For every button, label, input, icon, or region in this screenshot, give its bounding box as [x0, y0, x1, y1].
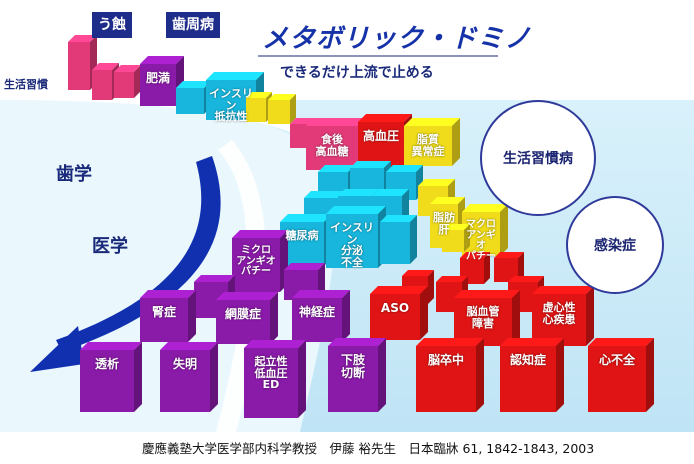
- medicine-arrow-head: [30, 326, 84, 372]
- stream-upper: [0, 82, 290, 132]
- block-amputation: [328, 338, 386, 412]
- credit-line: 慶應義塾大学医学部内科学教授 伊藤 裕先生 日本臨牀 61, 1842-1843…: [142, 441, 595, 456]
- domino-block: [114, 65, 141, 98]
- label-fatty-liver: 脂肪 肝: [433, 211, 455, 236]
- block-aso: [370, 286, 428, 340]
- diagram-title: メタボリック・ドミノ: [262, 24, 532, 54]
- label-nephropathy: 腎症: [151, 305, 176, 319]
- label-retinopathy: 網膜症: [224, 307, 261, 321]
- domino-block: [380, 215, 417, 264]
- block-neuropathy: [292, 290, 350, 342]
- diagram-subtitle: できるだけ上流で止める: [280, 65, 434, 81]
- label-dementia: 認知症: [509, 353, 546, 367]
- domino-block: [268, 94, 296, 124]
- block-ed: [244, 340, 306, 418]
- block-blindness: [160, 342, 218, 412]
- label-diabetes: 糖尿病: [285, 229, 319, 242]
- label-microangiopathy: ミクロ アンギオ パチー: [236, 245, 276, 277]
- medicine-arrow-body: [56, 156, 221, 352]
- label-insulin-secretion-deficiency: インスリン 分泌 不全: [330, 221, 374, 269]
- label-stroke: 脳卒中: [427, 353, 464, 367]
- domino-block: [442, 224, 470, 252]
- label-ischemic-heart: 虚心性 心疾患: [542, 301, 576, 326]
- domino-block: [176, 81, 211, 114]
- label-insulin-resistance: インスリン 抵抗性: [209, 87, 253, 124]
- label-amputation: 下肢 切断: [340, 353, 365, 380]
- tag-caries: う蝕: [92, 12, 132, 38]
- block-ischemic-heart: [532, 286, 594, 346]
- label-macroangiopathy: マクロ アンギオ パチー: [466, 219, 496, 262]
- block-dialysis: [80, 342, 142, 412]
- label-hypertension: 高血圧: [362, 129, 399, 143]
- label-cerebrovascular: 脳血管 障害: [466, 305, 500, 330]
- tag-periodontal: 歯周病: [166, 12, 220, 38]
- lifestyle-label: 生活習慣: [4, 78, 48, 91]
- label-neuropathy: 神経症: [298, 305, 335, 319]
- block-dyslipidemia: [404, 118, 460, 166]
- lifestyle-disease-circle: 生活習慣病: [480, 100, 596, 216]
- medicine-label: 医学: [92, 236, 128, 257]
- label-blindness: 失明: [172, 357, 197, 371]
- block-stroke: [416, 338, 484, 412]
- label-dialysis: 透析: [94, 357, 119, 371]
- block-microangiopathy: [232, 230, 288, 292]
- label-obesity: 肥満: [145, 71, 170, 85]
- label-aso: ASO: [380, 301, 410, 315]
- block-heart-failure: [588, 338, 654, 412]
- domino-block: [494, 252, 524, 282]
- label-postprandial-hyperglycemia: 食後 高血糖: [315, 133, 349, 158]
- infection-circle: 感染症: [566, 196, 664, 294]
- label-ed: 起立性 低血圧 ED: [254, 355, 288, 392]
- dentistry-label: 歯学: [56, 164, 92, 185]
- block-retinopathy: [216, 292, 278, 344]
- block-nephropathy: [140, 290, 196, 342]
- label-dyslipidemia: 脂質 異常症: [411, 133, 445, 158]
- block-postprandial-hyperglycemia: [306, 118, 366, 170]
- label-heart-failure: 心不全: [598, 353, 635, 367]
- block-dementia: [500, 338, 564, 412]
